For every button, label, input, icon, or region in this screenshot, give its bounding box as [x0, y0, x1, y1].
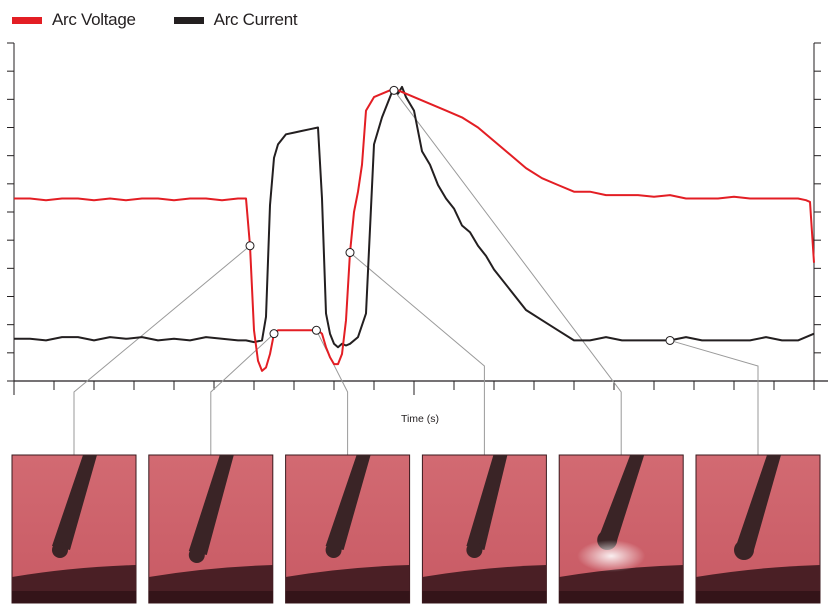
- marker-point: [389, 85, 399, 95]
- marker-layer: [245, 85, 675, 345]
- marker-point: [665, 335, 675, 345]
- leader-line: [393, 90, 622, 455]
- electrode: [466, 455, 508, 550]
- series-line-arc-current: [14, 85, 815, 349]
- marker-point: [311, 325, 321, 335]
- workpiece-base: [422, 591, 547, 603]
- marker-point: [269, 329, 279, 339]
- legend-label-arc-current: Arc Current: [213, 10, 298, 29]
- legend-label-arc-voltage: Arc Voltage: [52, 10, 136, 29]
- weld-photo: [695, 454, 821, 604]
- electrode: [52, 455, 97, 550]
- weld-photo: [285, 454, 411, 604]
- droplet: [466, 542, 483, 558]
- leader-line: [210, 333, 275, 455]
- legend-swatch-arc-current: [173, 16, 204, 24]
- chart-axes: [7, 42, 828, 395]
- weld-photo: [148, 454, 274, 604]
- marker-point: [345, 248, 355, 258]
- electrode: [736, 455, 781, 550]
- weld-photo: [11, 454, 137, 604]
- leader-lines: [73, 90, 759, 455]
- workpiece-base: [696, 591, 820, 603]
- weld-photo: [558, 454, 684, 604]
- workpiece-base: [12, 591, 136, 603]
- droplet: [325, 542, 342, 558]
- legend-item-arc-current: Arc Current: [173, 10, 298, 30]
- droplet: [734, 540, 754, 560]
- marker-point: [245, 241, 255, 251]
- arc-glow: [577, 540, 646, 572]
- weld-photo: [421, 454, 547, 604]
- leader-line: [73, 245, 251, 455]
- legend-item-arc-voltage: Arc Voltage: [12, 10, 136, 30]
- workpiece-base: [559, 591, 684, 603]
- legend-swatch-arc-voltage: [12, 16, 42, 24]
- droplet: [52, 542, 68, 558]
- workpiece-base: [285, 591, 410, 603]
- series-line-arc-voltage: [14, 89, 815, 372]
- photo-strip: [11, 454, 821, 604]
- series-layer: [14, 85, 815, 372]
- leader-line: [349, 252, 485, 455]
- chart-legend: Arc Voltage Arc Current: [12, 8, 335, 32]
- leader-line: [669, 339, 759, 455]
- electrode: [188, 455, 234, 555]
- x-axis-label: Time (s): [401, 413, 439, 425]
- electrode: [599, 455, 645, 540]
- droplet: [188, 547, 205, 563]
- electrode: [325, 455, 371, 550]
- workpiece-base: [148, 591, 273, 603]
